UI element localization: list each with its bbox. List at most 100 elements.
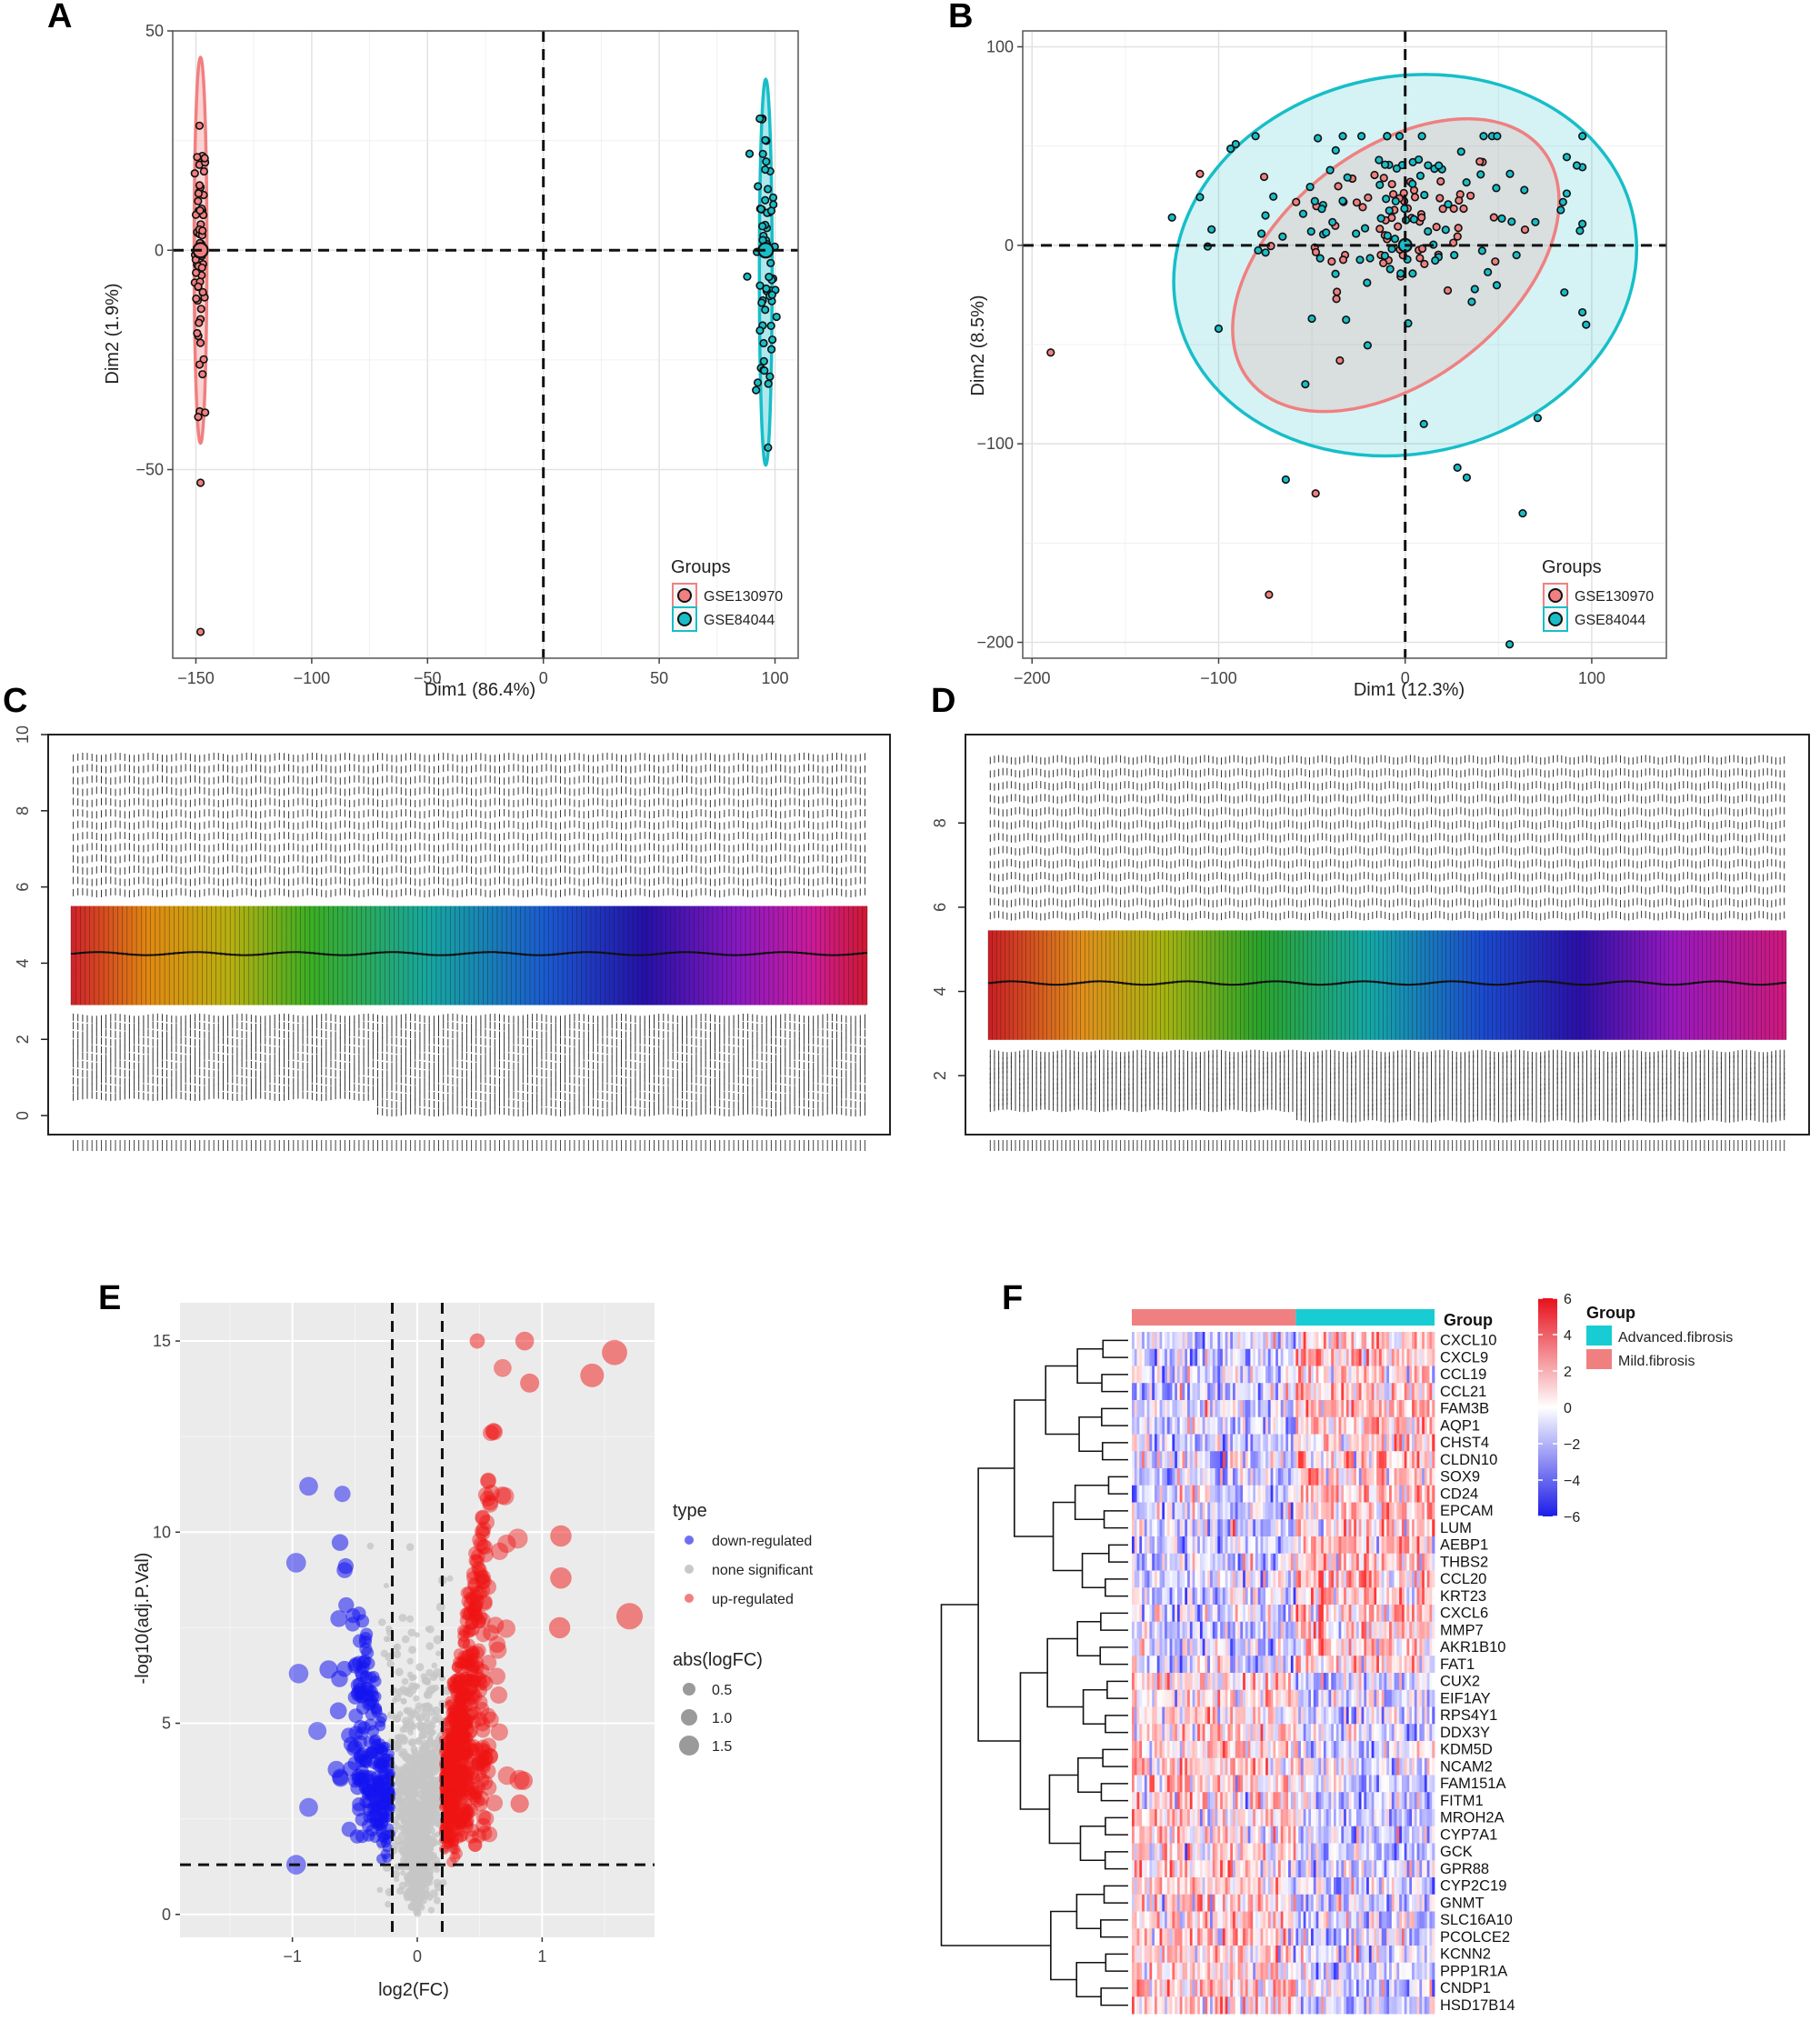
point-up [445, 1836, 456, 1846]
heatmap-cell [1176, 1689, 1181, 1707]
heatmap-cell [1406, 1451, 1410, 1469]
heatmap-cell [1280, 1673, 1284, 1691]
heatmap-cell [1366, 1502, 1370, 1520]
point-up [445, 1830, 457, 1841]
heatmap-cell [1257, 1485, 1261, 1503]
heatmap-cell [1192, 1605, 1195, 1623]
point-up [453, 1656, 465, 1668]
heatmap-cell [1146, 1536, 1150, 1555]
heatmap-cell [1257, 1434, 1261, 1452]
heatmap-cell [1288, 1570, 1292, 1588]
point-down [288, 1664, 309, 1684]
heatmap-cell [1311, 1416, 1315, 1435]
heatmap-cell [1311, 1348, 1315, 1366]
heatmap-cell [1243, 1638, 1246, 1656]
heatmap-cell [1325, 1673, 1329, 1691]
heatmap-cell [1260, 1416, 1264, 1435]
heatmap-cell [1159, 1689, 1163, 1707]
plot-border [1022, 30, 1667, 659]
heatmap-cell [1156, 1570, 1160, 1588]
heatmap-cell [1300, 1451, 1305, 1469]
heatmap-cell [1404, 1400, 1407, 1418]
heatmap-cell [1225, 1673, 1228, 1691]
heatmap-cell [1182, 1536, 1185, 1555]
heatmap-cell [1389, 1502, 1393, 1520]
heatmap-cell [1205, 1605, 1208, 1623]
heatmap-cell [1366, 1400, 1370, 1418]
point-up [448, 1798, 459, 1810]
heatmap-cell [1389, 1605, 1393, 1623]
point-none [407, 1729, 414, 1736]
heatmap-cell [1283, 1621, 1286, 1639]
heatmap-cell [1250, 1434, 1254, 1452]
point-up [458, 1747, 472, 1761]
heatmap-cell [1210, 1332, 1214, 1350]
heatmap-cell [1376, 1400, 1380, 1418]
heatmap-cell [1222, 1434, 1226, 1452]
point-up [458, 1746, 471, 1759]
heatmap-cell [1432, 1332, 1435, 1350]
point-up [452, 1785, 465, 1796]
data-point [761, 195, 770, 205]
heatmap-cell [1325, 1468, 1329, 1486]
heatmap-cell [1175, 1689, 1178, 1707]
heatmap-cell [1205, 1553, 1208, 1571]
heatmap-cell [1134, 1621, 1137, 1639]
heatmap-cell [1207, 1673, 1211, 1691]
heatmap-cell [1300, 1605, 1305, 1623]
y-tick-label: 0 [155, 241, 164, 259]
point-up [455, 1702, 468, 1715]
heatmap-cell [1263, 1536, 1266, 1555]
heatmap-cell [1202, 1416, 1205, 1435]
point-up [455, 1778, 466, 1791]
heatmap-cell [1165, 1451, 1168, 1469]
heatmap-cell [1225, 1553, 1228, 1571]
heatmap-cell [1149, 1416, 1153, 1435]
data-point [1444, 200, 1453, 209]
heatmap-cell [1134, 1383, 1137, 1401]
heatmap-cell [1391, 1451, 1395, 1469]
heatmap-cell [1255, 1416, 1259, 1435]
heatmap-cell [1348, 1451, 1352, 1469]
heatmap-cell [1394, 1400, 1397, 1418]
heatmap-cell [1394, 1468, 1397, 1486]
heatmap-cell [1263, 1587, 1266, 1606]
point-up [482, 1494, 499, 1511]
point-up [460, 1817, 474, 1831]
heatmap-cell [1419, 1553, 1423, 1571]
heatmap-cell [1132, 1673, 1135, 1691]
heatmap-cell [1237, 1332, 1241, 1350]
heatmap-cell [1255, 1536, 1259, 1555]
heatmap-cell [1303, 1587, 1306, 1606]
point-none [413, 1756, 423, 1766]
point-none [406, 1872, 415, 1880]
point-up [444, 1716, 455, 1727]
heatmap-cell [1318, 1434, 1322, 1452]
heatmap-cell [1280, 1451, 1284, 1469]
heatmap-cell [1162, 1570, 1165, 1588]
data-point [1342, 315, 1351, 325]
heatmap-cell [1169, 1621, 1173, 1639]
heatmap-cell [1419, 1656, 1423, 1674]
heatmap-cell [1416, 1485, 1420, 1503]
point-up [475, 1583, 491, 1598]
point-up [463, 1597, 477, 1611]
heatmap-cell [1368, 1416, 1373, 1435]
point-up [450, 1682, 462, 1694]
heatmap-cell [1384, 1638, 1387, 1656]
heatmap-cell [1192, 1638, 1195, 1656]
heatmap-cell [1212, 1502, 1215, 1520]
heatmap-cell [1152, 1485, 1155, 1503]
point-none [396, 1776, 404, 1784]
heatmap-cell [1381, 1502, 1385, 1520]
heatmap-cell [1283, 1519, 1286, 1537]
heatmap-cell [1374, 1400, 1377, 1418]
data-point [1385, 206, 1394, 215]
heatmap-cell [1175, 1366, 1178, 1384]
heatmap-cell [1300, 1383, 1305, 1401]
heatmap-cell [1414, 1621, 1417, 1639]
heatmap-cell [1267, 1553, 1272, 1571]
point-none [400, 1870, 406, 1876]
heatmap-cell [1354, 1536, 1357, 1555]
